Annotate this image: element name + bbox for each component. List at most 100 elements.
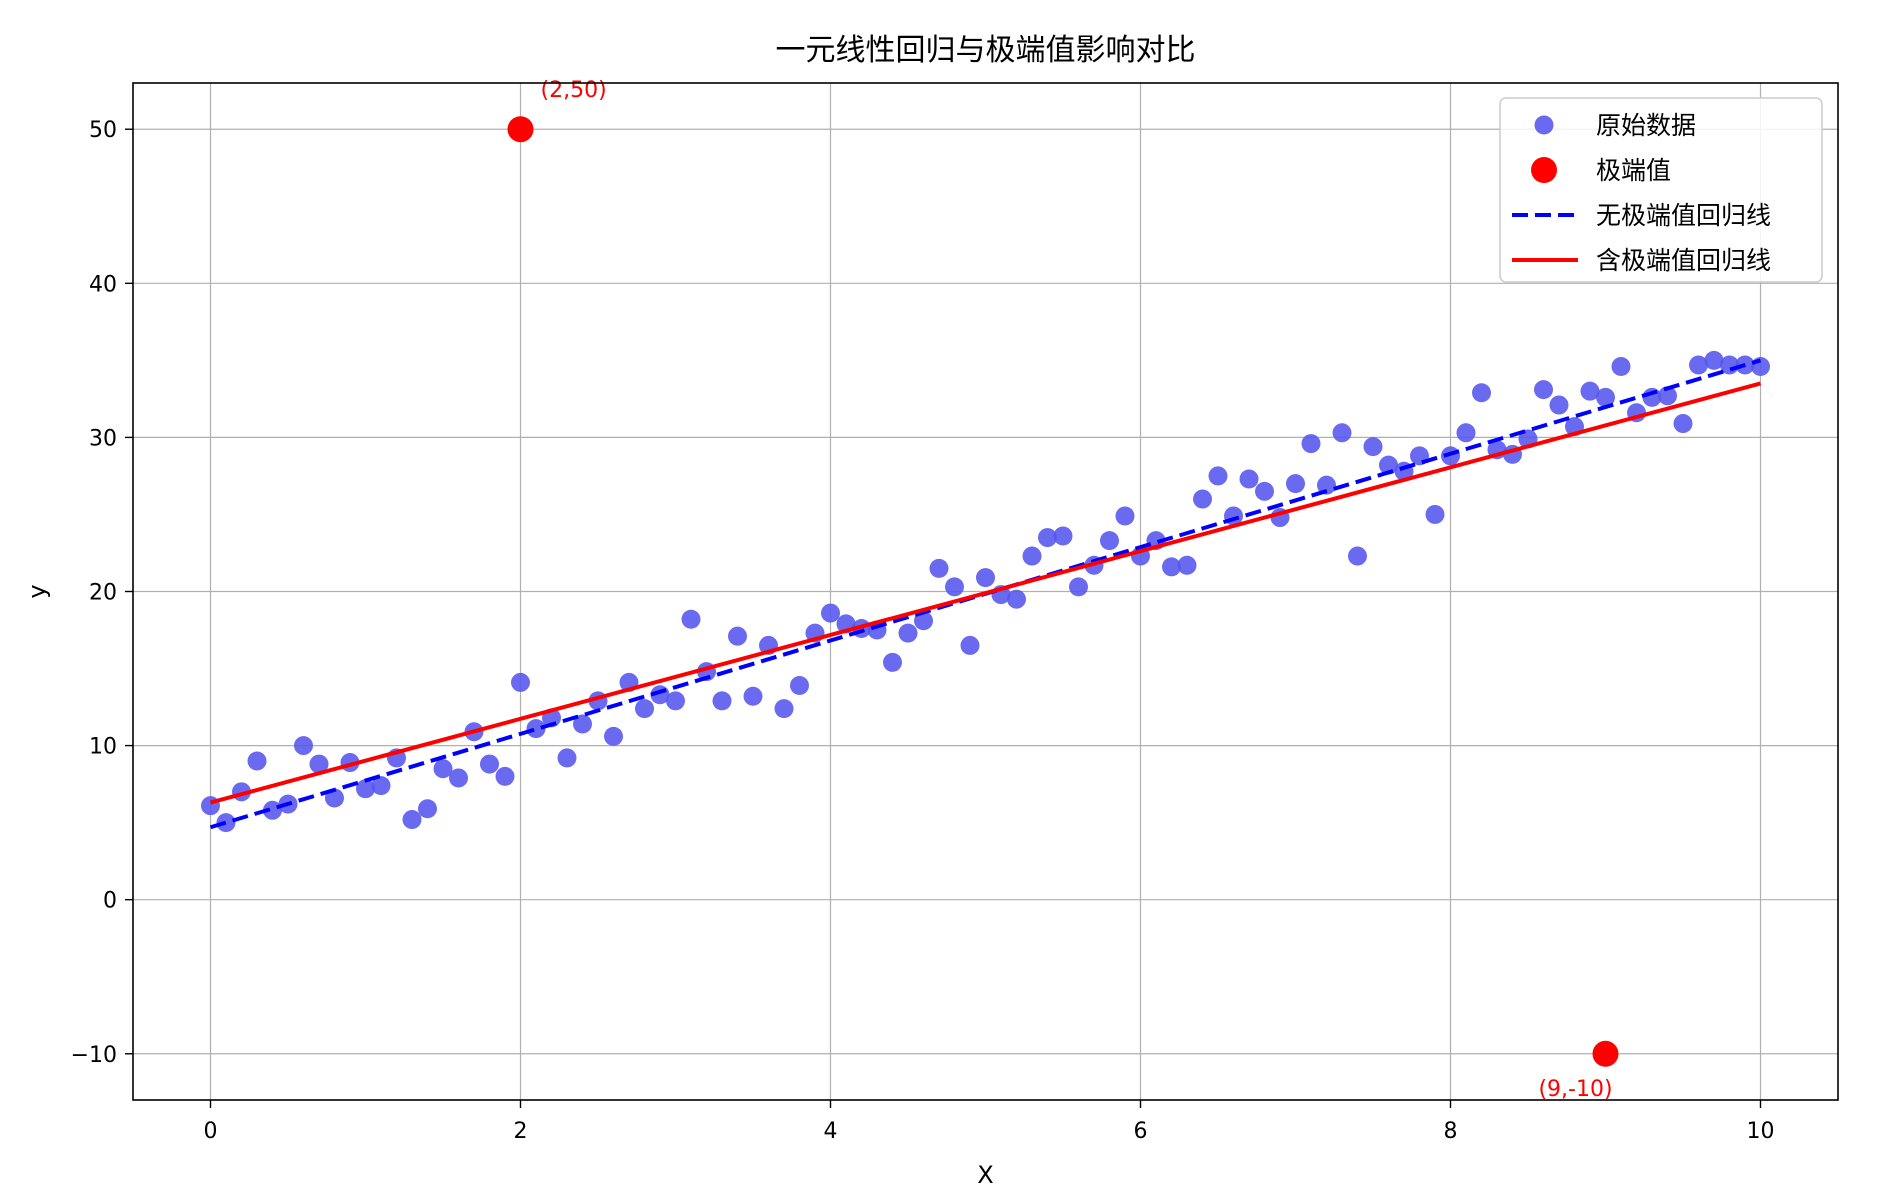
data-point <box>743 686 763 706</box>
data-point <box>1255 481 1274 501</box>
data-point <box>1456 423 1476 443</box>
data-point <box>294 736 313 756</box>
data-point <box>1115 506 1135 526</box>
y-tick-label: −10 <box>71 1043 117 1068</box>
data-point <box>960 635 980 655</box>
data-point <box>402 810 422 830</box>
data-point <box>666 691 685 711</box>
data-point <box>1472 383 1491 403</box>
data-point <box>1332 423 1352 443</box>
y-tick-label: 40 <box>89 272 117 297</box>
data-point <box>573 714 592 734</box>
data-point <box>1208 466 1228 486</box>
data-point <box>1193 489 1212 509</box>
outlier-annotation: (9,-10) <box>1538 1077 1612 1102</box>
data-point <box>1689 355 1708 375</box>
data-point <box>495 766 515 786</box>
data-point <box>1363 437 1383 457</box>
data-point <box>1348 546 1367 566</box>
y-tick-label: 10 <box>89 735 117 760</box>
data-point <box>774 699 794 719</box>
x-tick-label: 10 <box>1747 1119 1775 1144</box>
legend-marker-outlier <box>1531 157 1557 183</box>
x-tick-label: 8 <box>1444 1119 1458 1144</box>
chart-title: 一元线性回归与极端值影响对比 <box>776 33 1196 68</box>
data-point <box>1007 589 1026 609</box>
legend-box <box>1499 97 1823 283</box>
y-tick-label: 20 <box>89 581 117 606</box>
data-point <box>1704 350 1724 370</box>
x-tick-label: 0 <box>204 1119 218 1144</box>
data-point <box>821 603 840 623</box>
data-point <box>433 759 453 779</box>
data-point <box>418 799 437 819</box>
data-point <box>371 776 391 796</box>
data-point <box>1053 526 1073 546</box>
data-point <box>1751 357 1770 377</box>
plot-frame <box>132 82 1839 1101</box>
data-point <box>1317 475 1336 495</box>
tick-layer: 0 2 4 6 8 10 −10 0 10 20 30 40 50 <box>71 118 1775 1144</box>
data-point <box>1162 557 1181 577</box>
data-point <box>929 558 949 578</box>
data-point <box>1596 387 1615 407</box>
data-point <box>728 626 747 646</box>
data-point <box>1379 455 1398 475</box>
data-point <box>1611 357 1631 377</box>
y-tick-label: 0 <box>103 889 117 914</box>
mark-layer <box>201 116 1770 1067</box>
data-point <box>898 623 918 643</box>
legend-label: 无极端值回归线 <box>1596 201 1771 230</box>
data-point <box>1038 528 1057 548</box>
legend-label: 极端值 <box>1596 156 1671 185</box>
data-point <box>1177 555 1197 575</box>
legend-label: 原始数据 <box>1596 111 1696 140</box>
data-point <box>449 768 468 788</box>
data-point <box>1580 381 1600 401</box>
data-point <box>1658 386 1677 406</box>
outlier-point <box>1592 1040 1619 1067</box>
data-point <box>790 675 809 695</box>
data-point <box>945 577 964 597</box>
data-point <box>526 719 546 739</box>
data-point <box>480 754 499 774</box>
data-point <box>635 699 654 719</box>
regression-line-with-outliers <box>209 381 1762 805</box>
data-point <box>1301 434 1321 454</box>
data-point <box>681 609 701 629</box>
data-point <box>1673 414 1693 434</box>
x-tick-label: 6 <box>1134 1119 1148 1144</box>
y-tick-label: 30 <box>89 426 117 451</box>
data-point <box>1239 469 1259 489</box>
legend-marker-data <box>1534 115 1554 135</box>
data-point <box>1549 395 1569 415</box>
data-point <box>1100 531 1119 551</box>
data-point <box>356 779 375 799</box>
outlier-annotation: (2,50) <box>541 78 607 103</box>
data-point <box>883 652 902 672</box>
data-point <box>712 691 732 711</box>
y-axis-label: y <box>23 584 51 598</box>
data-point <box>1022 546 1042 566</box>
outlier-point <box>507 116 534 143</box>
data-point <box>1286 474 1305 494</box>
x-tick-label: 4 <box>824 1119 838 1144</box>
data-point <box>604 726 623 746</box>
data-point <box>216 813 236 833</box>
y-tick-label: 50 <box>89 118 117 143</box>
x-axis-label: X <box>977 1161 993 1189</box>
data-point <box>247 751 267 771</box>
legend-label: 含极端值回归线 <box>1596 246 1771 275</box>
data-point <box>511 672 530 692</box>
data-point <box>1425 504 1445 524</box>
data-point <box>1069 577 1088 597</box>
data-point <box>557 748 577 768</box>
data-point <box>976 568 995 588</box>
data-point <box>309 754 329 774</box>
data-point <box>914 611 933 631</box>
data-point <box>1534 380 1553 400</box>
x-tick-label: 2 <box>514 1119 528 1144</box>
